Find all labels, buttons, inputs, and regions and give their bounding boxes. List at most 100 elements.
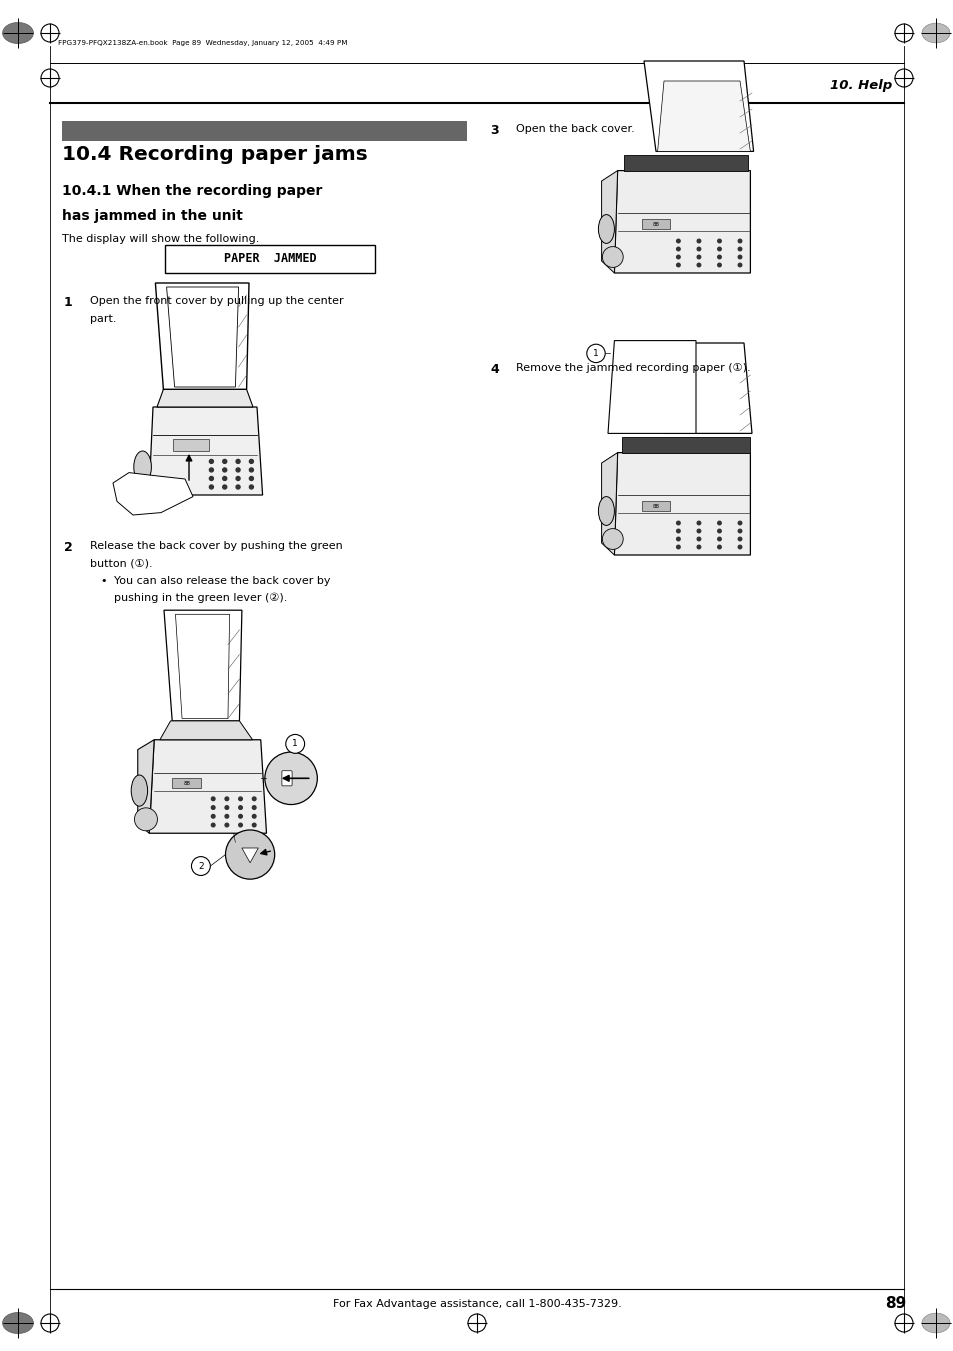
Circle shape — [238, 823, 242, 827]
Circle shape — [676, 546, 679, 549]
Circle shape — [249, 459, 253, 463]
Polygon shape — [601, 170, 617, 273]
Polygon shape — [614, 170, 750, 273]
Circle shape — [225, 815, 229, 819]
Circle shape — [212, 815, 214, 819]
Polygon shape — [621, 436, 750, 453]
Circle shape — [249, 477, 253, 481]
Circle shape — [717, 255, 720, 259]
FancyBboxPatch shape — [165, 245, 375, 273]
Text: Open the front cover by pulling up the center: Open the front cover by pulling up the c… — [90, 296, 343, 305]
Ellipse shape — [133, 451, 152, 484]
Circle shape — [253, 805, 255, 809]
Polygon shape — [167, 286, 238, 386]
Text: 10.4 Recording paper jams: 10.4 Recording paper jams — [62, 145, 367, 163]
Polygon shape — [155, 282, 249, 389]
Circle shape — [738, 255, 741, 259]
Circle shape — [717, 538, 720, 540]
Circle shape — [265, 753, 317, 805]
Circle shape — [697, 255, 700, 259]
Circle shape — [209, 485, 213, 489]
Circle shape — [697, 239, 700, 243]
Text: pushing in the green lever (②).: pushing in the green lever (②). — [113, 593, 287, 604]
Circle shape — [212, 805, 214, 809]
Circle shape — [222, 477, 227, 481]
Circle shape — [717, 530, 720, 532]
Polygon shape — [175, 615, 230, 719]
Circle shape — [225, 823, 229, 827]
Circle shape — [253, 815, 255, 819]
Circle shape — [235, 485, 240, 489]
Ellipse shape — [3, 1313, 33, 1333]
Circle shape — [238, 805, 242, 809]
Text: 88: 88 — [652, 222, 659, 227]
Circle shape — [676, 263, 679, 266]
Polygon shape — [137, 740, 154, 834]
Circle shape — [249, 485, 253, 489]
Text: The display will show the following.: The display will show the following. — [62, 234, 259, 245]
Text: •: • — [100, 576, 107, 586]
Circle shape — [209, 467, 213, 471]
Text: 3: 3 — [490, 124, 498, 136]
Circle shape — [286, 735, 304, 754]
FancyBboxPatch shape — [172, 778, 201, 788]
Polygon shape — [623, 154, 747, 170]
Text: has jammed in the unit: has jammed in the unit — [62, 209, 243, 223]
Circle shape — [212, 797, 214, 801]
Text: 88: 88 — [652, 504, 659, 509]
Polygon shape — [607, 340, 696, 434]
Text: 1: 1 — [292, 739, 297, 748]
Text: 1: 1 — [64, 296, 72, 309]
Text: button (①).: button (①). — [90, 558, 152, 567]
Text: part.: part. — [90, 313, 116, 324]
Ellipse shape — [598, 215, 614, 243]
Circle shape — [586, 345, 604, 362]
Text: 10.4.1 When the recording paper: 10.4.1 When the recording paper — [62, 184, 322, 199]
FancyBboxPatch shape — [281, 770, 292, 786]
Text: 2: 2 — [64, 540, 72, 554]
Circle shape — [697, 546, 700, 549]
Polygon shape — [112, 473, 193, 515]
Circle shape — [238, 797, 242, 801]
FancyBboxPatch shape — [641, 501, 669, 511]
Circle shape — [235, 459, 240, 463]
Polygon shape — [657, 81, 750, 151]
Polygon shape — [157, 389, 253, 407]
FancyBboxPatch shape — [172, 439, 209, 451]
Text: 89: 89 — [884, 1297, 905, 1312]
Polygon shape — [242, 848, 258, 863]
Circle shape — [676, 538, 679, 540]
Circle shape — [717, 546, 720, 549]
Text: 1: 1 — [593, 349, 598, 358]
Circle shape — [717, 247, 720, 251]
Circle shape — [717, 239, 720, 243]
Polygon shape — [149, 740, 266, 834]
Circle shape — [676, 521, 679, 524]
Circle shape — [717, 521, 720, 524]
Circle shape — [235, 477, 240, 481]
Circle shape — [225, 805, 229, 809]
Circle shape — [676, 530, 679, 532]
Ellipse shape — [598, 497, 614, 526]
Circle shape — [717, 263, 720, 266]
Text: PAPER  JAMMED: PAPER JAMMED — [223, 253, 316, 266]
Text: 2: 2 — [198, 862, 204, 870]
Circle shape — [134, 808, 157, 831]
Polygon shape — [601, 453, 617, 555]
Circle shape — [253, 797, 255, 801]
Circle shape — [222, 485, 227, 489]
Circle shape — [212, 823, 214, 827]
Circle shape — [222, 467, 227, 471]
Circle shape — [738, 538, 741, 540]
Polygon shape — [614, 453, 750, 555]
Text: For Fax Advantage assistance, call 1-800-435-7329.: For Fax Advantage assistance, call 1-800… — [333, 1300, 620, 1309]
Text: Open the back cover.: Open the back cover. — [516, 124, 634, 134]
Text: 88: 88 — [183, 781, 191, 786]
Polygon shape — [160, 721, 253, 740]
Ellipse shape — [132, 775, 148, 807]
Circle shape — [697, 538, 700, 540]
Circle shape — [676, 239, 679, 243]
Circle shape — [738, 521, 741, 524]
FancyBboxPatch shape — [641, 219, 669, 230]
Circle shape — [225, 797, 229, 801]
